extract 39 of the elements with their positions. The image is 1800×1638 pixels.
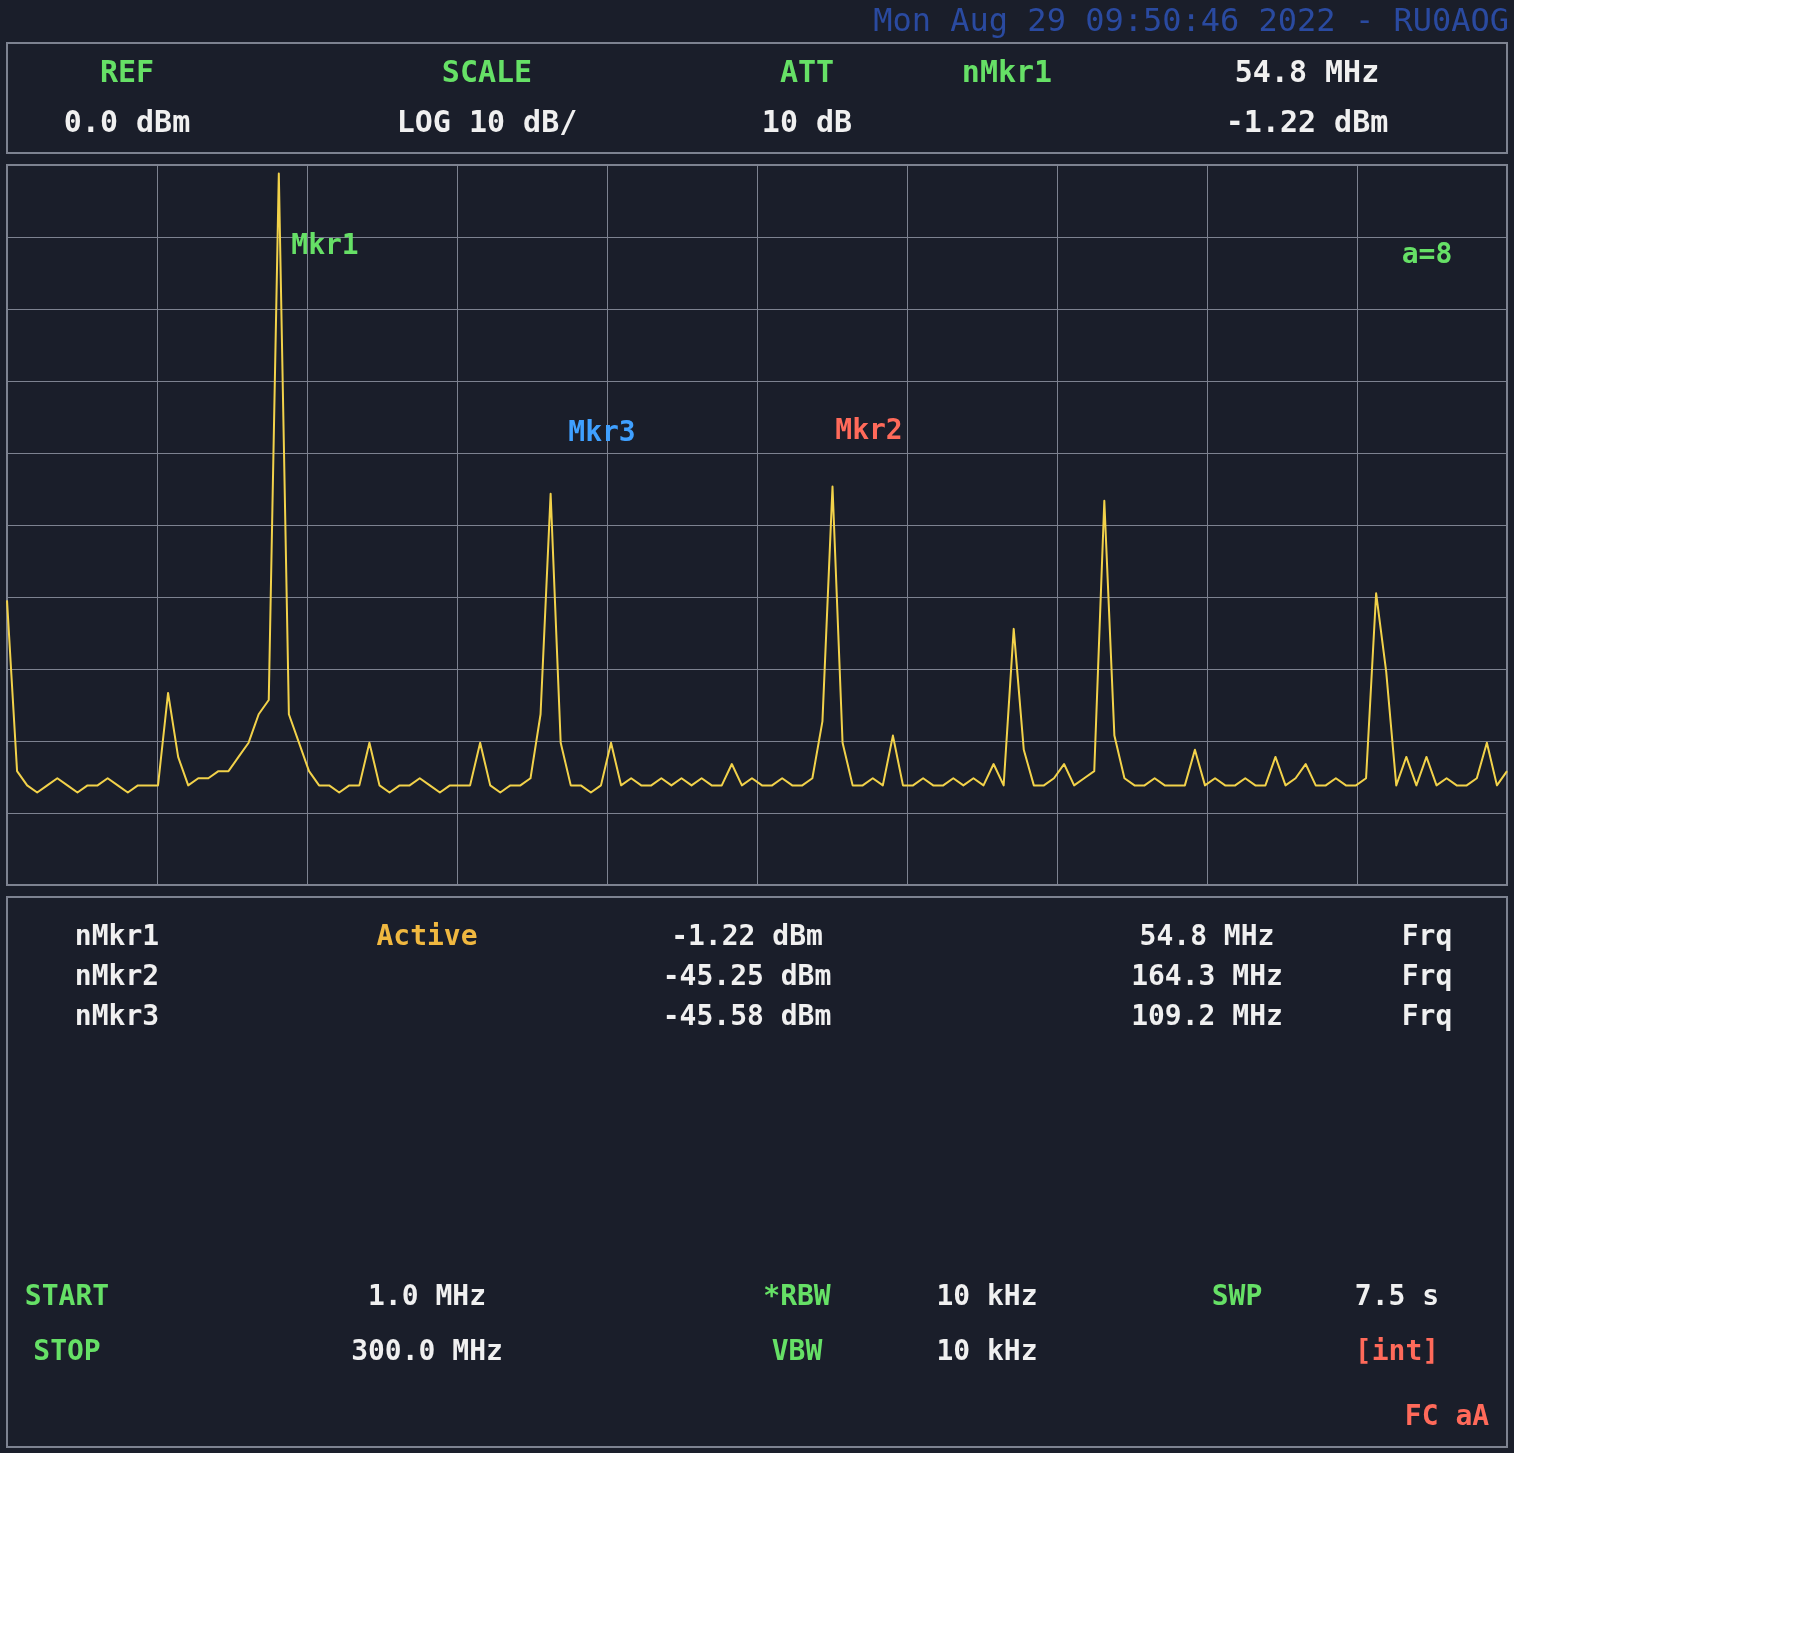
text: ATT <box>779 54 835 89</box>
text: FC aA <box>1404 1399 1490 1432</box>
chart-title: Mon Aug 29 09:50:46 2022 - RU0AOG <box>873 1 1509 39</box>
text: Active <box>376 919 478 952</box>
text: 10 kHz <box>936 1334 1038 1367</box>
text: Frq <box>1401 919 1453 952</box>
text: nMkr3 <box>74 999 160 1032</box>
text: SCALE <box>441 54 533 89</box>
text: VBW <box>771 1334 823 1367</box>
annotation: Mkr3 <box>568 415 636 448</box>
text: Frq <box>1401 959 1453 992</box>
text: *RBW <box>763 1279 831 1312</box>
text: STOP <box>33 1334 101 1367</box>
text: -45.58 dBm <box>662 999 832 1032</box>
text: 54.8 MHz <box>1234 54 1380 89</box>
text: 109.2 MHz <box>1131 999 1283 1032</box>
text: 54.8 MHz <box>1139 919 1275 952</box>
text: 1.0 MHz <box>367 1279 487 1312</box>
text: -1.22 dBm <box>1225 104 1389 139</box>
annotation: Mkr2 <box>835 413 903 446</box>
text: 164.3 MHz <box>1131 959 1283 992</box>
text: START <box>24 1279 110 1312</box>
text: 10 kHz <box>936 1279 1038 1312</box>
text: -45.25 dBm <box>662 959 832 992</box>
text: 300.0 MHz <box>351 1334 503 1367</box>
text: LOG 10 dB/ <box>396 104 578 139</box>
text: -1.22 dBm <box>671 919 823 952</box>
text: [int] <box>1354 1334 1440 1367</box>
text: nMkr2 <box>74 959 160 992</box>
text: 0.0 dBm <box>63 104 191 139</box>
text: SWP <box>1211 1279 1263 1312</box>
text: REF <box>99 54 155 89</box>
annotation: a=8 <box>1401 237 1453 270</box>
annotation: Mkr1 <box>291 228 359 261</box>
text: Frq <box>1401 999 1453 1032</box>
text: 10 dB <box>761 104 853 139</box>
text: nMkr1 <box>74 919 160 952</box>
text: nMkr1 <box>961 54 1053 89</box>
text: 7.5 s <box>1354 1279 1440 1312</box>
